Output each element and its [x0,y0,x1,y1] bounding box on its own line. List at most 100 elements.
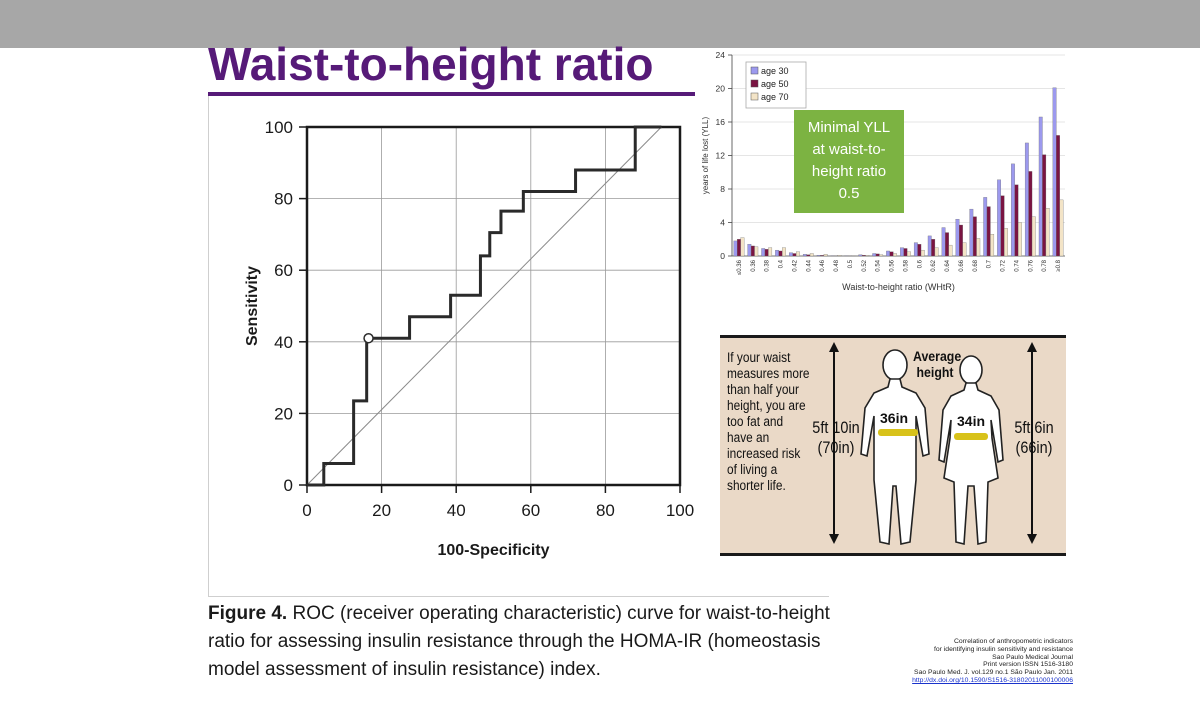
x-tick-label: 0.76 [1028,259,1034,271]
y-tick-label: 0 [284,476,293,495]
x-tick-label: 20 [372,501,391,520]
bar-age-30 [941,227,946,257]
x-tick-label: 40 [447,501,466,520]
bar-age-50 [959,224,963,257]
y-tick-label: 20 [716,84,726,94]
bar-age-50 [750,245,755,257]
bar-age-30 [913,242,918,257]
annotation-box [794,110,904,213]
bar-age-30 [900,247,904,257]
x-tick-label: 0.56 [890,259,896,271]
bar-age-30 [789,252,793,257]
bar-age-70 [768,247,773,257]
bar-age-70 [948,244,953,257]
x-tick-label: 80 [596,501,615,520]
y-tick-label: 80 [274,190,293,209]
bar-age-50 [917,244,922,257]
bar-age-30 [886,250,890,257]
man-figure [860,349,930,545]
bar-age-30 [872,253,877,257]
bar-age-30 [1052,87,1057,257]
x-tick-label: 0.44 [806,259,812,271]
caption-label: Figure 4. [208,603,288,624]
x-tick-label: 0.46 [820,259,826,271]
woman-arrow-bottom [1027,534,1037,544]
bar-age-30 [969,208,974,257]
y-tick-label: 16 [716,117,726,127]
bar-age-50 [875,253,880,257]
bar-age-70 [990,234,995,257]
y-axis-label: years of life lost (YLL) [701,116,710,194]
bar-age-30 [733,240,738,257]
bar-age-50 [889,251,894,257]
bar-age-70 [1018,222,1022,257]
bar-age-50 [903,248,908,257]
x-tick-label: 0.4 [779,259,785,268]
man-arrow-bottom [829,534,839,544]
figure-caption: Figure 4. ROC (receiver operating charac… [208,600,838,684]
bar-age-50 [1042,154,1047,257]
x-tick-label: ≥0.8 [1056,259,1062,271]
x-tick-label: 0 [302,501,311,520]
y-tick-label: 0 [720,251,725,261]
bar-age-30 [858,254,863,257]
man-height-ft: 5ft 10in [812,418,860,437]
bar-age-50 [972,216,977,257]
woman-height-in: (66in) [1015,438,1053,457]
x-tick-label: 0.64 [945,259,951,271]
woman-height-ft: 5ft 6in [1014,418,1054,437]
y-tick-label: 60 [274,261,293,280]
bar-age-30 [802,254,807,257]
x-tick-label: 0.36 [751,259,757,271]
slide-title: Waist-to-height ratio [208,38,654,90]
bar-age-50 [820,255,825,257]
bar-age-70 [893,253,897,257]
bar-age-70 [837,255,842,257]
x-tick-label: 0.7 [987,259,993,268]
bar-age-70 [907,251,911,257]
bar-age-70 [1004,228,1008,257]
bar-age-70 [1031,216,1036,257]
citation-link[interactable]: http://dx.doi.org/10.1590/S1516-31802011… [912,676,1073,684]
annotation-text: at waist-to- [812,141,885,158]
legend-label: age 30 [761,66,789,76]
bar-age-30 [775,249,779,257]
bar-age-30 [997,179,1001,257]
roc-figure-frame [208,96,829,597]
title-underline [208,92,706,96]
bar-age-30 [1011,163,1015,257]
x-tick-label: 0.54 [876,259,882,271]
bar-age-30 [1024,142,1029,257]
bar-age-70 [1045,208,1050,257]
citation-line: Correlation of anthropometric indicators [953,638,1073,645]
y-tick-label: 12 [716,151,726,161]
citation-line: Print version ISSN 1516-3180 [983,661,1073,669]
cutoff-marker [363,332,374,344]
y-tick-label: 4 [720,218,725,228]
x-tick-label: 0.52 [862,259,868,271]
roc-curve [307,125,662,487]
bar-age-50 [806,254,811,257]
bar-age-30 [747,244,752,257]
x-tick-label: 0.42 [792,259,798,271]
x-tick-label: 0.74 [1014,259,1020,271]
bar-age-70 [809,253,814,257]
bar-age-70 [1059,199,1064,257]
y-tick-label: 40 [274,333,293,352]
bar-age-70 [879,254,884,257]
citation-line: for identifying insulin sensitivity and … [933,645,1073,653]
average-height-label: Average height [913,348,962,380]
citation-line: Sao Paulo Med. J. vol.129 no.1 São Paulo… [914,669,1073,677]
top-bar [0,0,1200,48]
panel-illustration [829,342,1037,546]
x-tick-label: 0.78 [1042,259,1048,271]
man-waist-label: 36in [880,410,909,426]
annotation-text: 0.5 [839,185,860,202]
bar-age-70 [920,249,925,257]
waist-height-panel: If your waist measures more than half yo… [720,335,1066,556]
x-tick-label: 0.48 [834,259,840,271]
bar-age-50 [1014,184,1019,257]
citation: Correlation of anthropometric indicators… [905,638,1073,685]
legend-label: age 70 [761,92,789,102]
bar-age-50 [1028,171,1033,257]
